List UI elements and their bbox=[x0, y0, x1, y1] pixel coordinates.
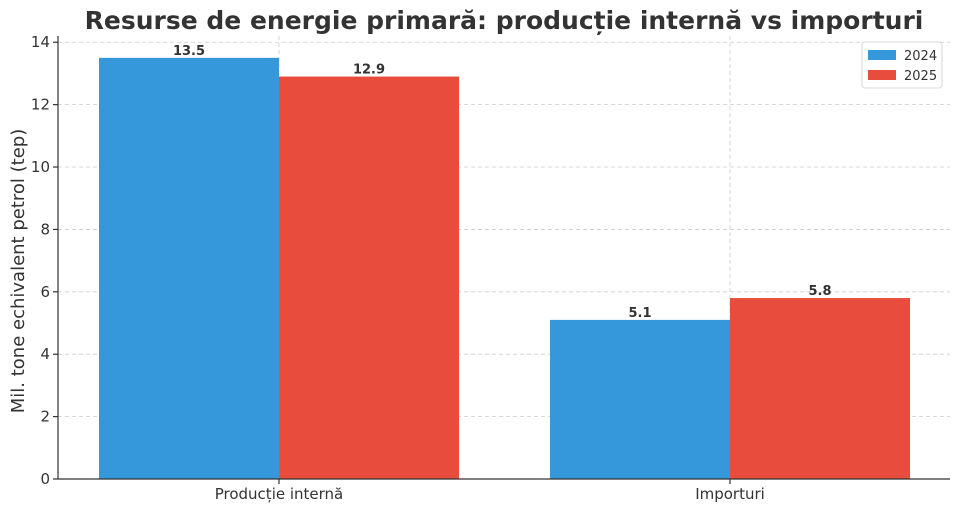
y-tick-label: 0 bbox=[40, 470, 50, 488]
y-tick-label: 8 bbox=[40, 220, 50, 238]
y-axis-label: Mil. tone echivalent petrol (tep) bbox=[8, 129, 29, 413]
bar-value-label: 13.5 bbox=[173, 44, 205, 59]
bar-2025-importuri bbox=[730, 298, 910, 479]
x-tick-label: Importuri bbox=[695, 485, 765, 503]
legend: 2024 2025 bbox=[861, 41, 943, 89]
data-labels: 13.5 12.9 5.1 5.8 bbox=[173, 44, 832, 321]
y-tick-label: 14 bbox=[31, 33, 50, 51]
bars bbox=[99, 57, 910, 480]
bar-value-label: 12.9 bbox=[353, 63, 385, 78]
legend-label: 2024 bbox=[904, 49, 937, 64]
chart-title: Resurse de energie primară: producție in… bbox=[85, 6, 924, 35]
bar-value-label: 5.8 bbox=[808, 284, 831, 299]
y-tick-label: 2 bbox=[40, 408, 50, 426]
bar-2025-productie-interna bbox=[279, 76, 459, 479]
y-tick-label: 12 bbox=[31, 96, 50, 114]
axes: 0 2 4 6 8 10 12 14 Producție internă Importuri bbox=[31, 33, 950, 503]
y-tick-label: 4 bbox=[40, 345, 50, 363]
legend-swatch bbox=[868, 70, 896, 80]
bar-2024-importuri bbox=[550, 319, 730, 479]
bar-2024-productie-interna bbox=[99, 57, 279, 480]
legend-label: 2025 bbox=[904, 69, 937, 84]
y-tick-label: 6 bbox=[40, 283, 50, 301]
bar-value-label: 5.1 bbox=[628, 306, 651, 321]
x-tick-label: Producție internă bbox=[215, 485, 344, 503]
y-tick-label: 10 bbox=[31, 158, 50, 176]
legend-swatch bbox=[868, 50, 896, 60]
